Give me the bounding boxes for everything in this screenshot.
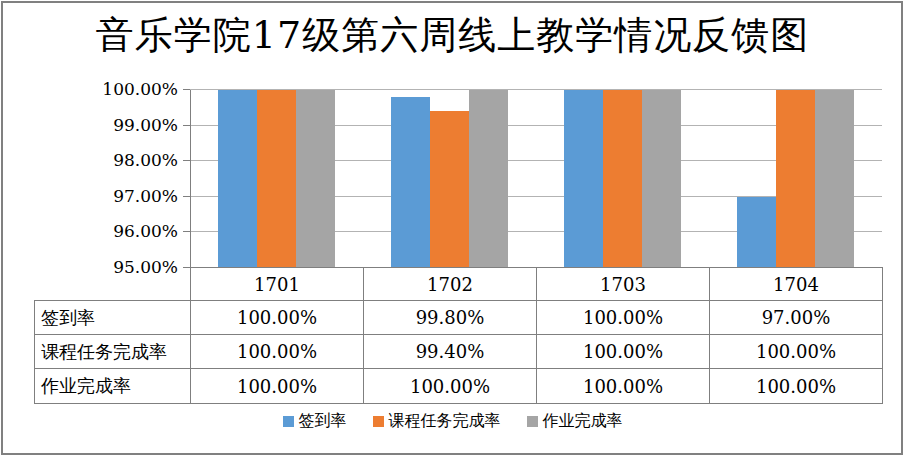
table-cell-1702: 99.80% — [364, 301, 537, 335]
bar-2-1702 — [430, 111, 469, 268]
table-cell-1704: 100.00% — [710, 335, 883, 369]
legend-label: 课程任务完成率 — [389, 412, 501, 430]
data-table: 1701170217031704签到率100.00%99.80%100.00%9… — [34, 267, 883, 404]
category-header-1701: 1701 — [191, 268, 364, 301]
bar-3-1701 — [296, 90, 335, 268]
bar-2-1703 — [603, 90, 642, 268]
y-axis-label: 96.00% — [0, 222, 178, 240]
bar-1-1701 — [218, 90, 257, 268]
legend-swatch-icon — [373, 416, 384, 427]
table-cell-1703: 100.00% — [537, 301, 710, 335]
legend-swatch-icon — [527, 416, 538, 427]
y-axis-tick — [183, 89, 190, 90]
category-header-1704: 1704 — [710, 268, 883, 301]
table-cell-1703: 100.00% — [537, 335, 710, 369]
legend-swatch-icon — [283, 416, 294, 427]
bar-1-1703 — [564, 90, 603, 268]
legend: 签到率 课程任务完成率 作业完成率 — [0, 412, 905, 430]
legend-label: 签到率 — [299, 412, 347, 430]
bar-2-1701 — [257, 90, 296, 268]
chart-title: 音乐学院17级第六周线上教学情况反馈图 — [0, 10, 905, 60]
bar-2-1704 — [776, 90, 815, 268]
y-axis-tick — [183, 160, 190, 161]
y-axis-tick — [183, 231, 190, 232]
legend-item: 课程任务完成率 — [373, 412, 501, 430]
table-cell-1701: 100.00% — [191, 369, 364, 404]
series-row-label: 课程任务完成率 — [35, 335, 191, 369]
table-cell-1703: 100.00% — [537, 369, 710, 404]
legend-item: 作业完成率 — [527, 412, 623, 430]
table-cell-1704: 97.00% — [710, 301, 883, 335]
legend-label: 作业完成率 — [543, 412, 623, 430]
table-cell-1704: 100.00% — [710, 369, 883, 404]
y-axis-tick — [183, 125, 190, 126]
y-axis-label: 97.00% — [0, 187, 178, 205]
table-cell-1701: 100.00% — [191, 301, 364, 335]
bar-1-1702 — [391, 97, 430, 268]
chart-canvas: 音乐学院17级第六周线上教学情况反馈图 95.00%96.00%97.00%98… — [0, 0, 905, 457]
bar-1-1704 — [737, 197, 776, 268]
table-cell-1701: 100.00% — [191, 335, 364, 369]
bar-3-1704 — [815, 90, 854, 268]
category-header-1703: 1703 — [537, 268, 710, 301]
y-axis-label: 100.00% — [0, 80, 178, 98]
series-row-label: 作业完成率 — [35, 369, 191, 404]
y-axis-line — [190, 90, 191, 268]
legend-item: 签到率 — [283, 412, 347, 430]
y-axis-label: 99.00% — [0, 116, 178, 134]
y-axis-label: 98.00% — [0, 151, 178, 169]
bar-3-1702 — [469, 90, 508, 268]
table-cell-1702: 100.00% — [364, 369, 537, 404]
table-cell-1702: 99.40% — [364, 335, 537, 369]
category-header-1702: 1702 — [364, 268, 537, 301]
table-corner-cell — [35, 268, 191, 301]
series-row-label: 签到率 — [35, 301, 191, 335]
bar-3-1703 — [642, 90, 681, 268]
y-axis-tick — [183, 196, 190, 197]
